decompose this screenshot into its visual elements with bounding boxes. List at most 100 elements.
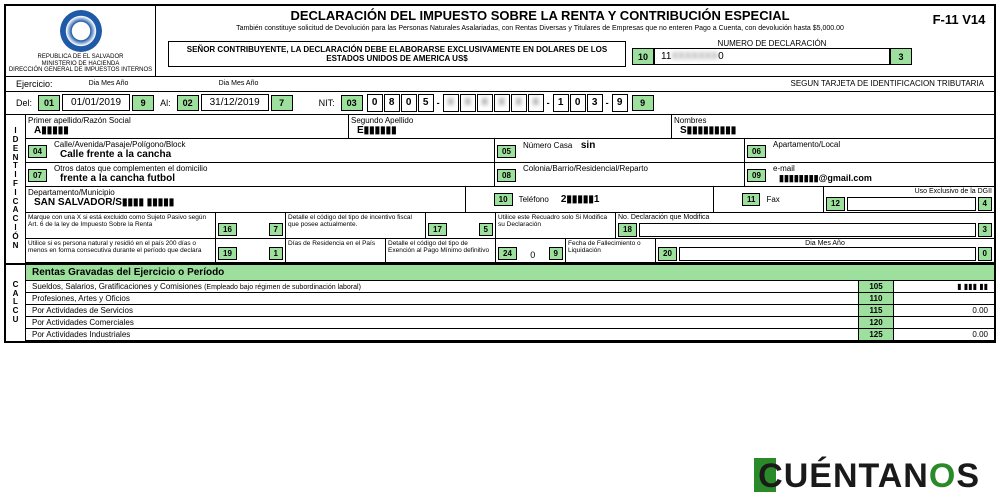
- fl: Otros datos que complementen el domicili…: [54, 164, 492, 173]
- dias-field: Días de Residencia en el País: [286, 239, 386, 262]
- nit-c[interactable]: 0: [367, 94, 383, 112]
- del-val[interactable]: 01/01/2019: [62, 94, 130, 111]
- title-box: DECLARACIÓN DEL IMPUESTO SOBRE LA RENTA …: [156, 6, 924, 76]
- inc-v[interactable]: [894, 293, 994, 304]
- inc-l: Profesiones, Artes y Oficios: [26, 293, 858, 304]
- fl: Uso Exclusivo de la DGII: [826, 188, 992, 195]
- nit-c[interactable]: X: [528, 94, 544, 112]
- inc-v[interactable]: 0.00: [894, 329, 994, 340]
- fl: Colonia/Barrio/Residencial/Reparto: [523, 164, 742, 173]
- options-row-2: Utilice si es persona natural y residió …: [26, 239, 994, 263]
- f16[interactable]: 16 7: [216, 213, 286, 238]
- f20[interactable]: Dia Mes Año 20 0: [656, 239, 994, 262]
- fn: 08: [497, 169, 516, 182]
- nit-c[interactable]: X: [494, 94, 510, 112]
- telefono-field[interactable]: 10 Teléfono 2▮▮▮▮▮1: [466, 187, 714, 212]
- decl-va: 11: [661, 51, 671, 62]
- decl-left-code: 10: [632, 48, 654, 65]
- fn: 11: [742, 193, 760, 206]
- segundo-apellido-field[interactable]: Segundo Apellido E▮▮▮▮▮▮: [349, 115, 672, 138]
- income-row: Sueldos, Salarios, Gratificaciones y Com…: [26, 281, 994, 293]
- departamento-field[interactable]: Departamento/Municipio SAN SALVADOR/S▮▮▮…: [26, 187, 466, 212]
- f17[interactable]: 17 5: [426, 213, 496, 238]
- header: REPUBLICA DE EL SALVADOR MINISTERIO DE H…: [6, 6, 994, 77]
- decl-value: 11 XXXXXXX 0: [654, 48, 890, 65]
- nit-c[interactable]: 5: [418, 94, 434, 112]
- fall-val[interactable]: [679, 247, 976, 261]
- ejercicio-row: Ejercicio: Dia Mes Año Dia Mes Año SEGUN…: [6, 77, 994, 92]
- nit-sep: -: [545, 94, 552, 112]
- apto-field[interactable]: 06 Apartamento/Local: [745, 139, 994, 162]
- fl: Apartamento/Local: [773, 140, 992, 149]
- fn: 19: [218, 247, 237, 260]
- income-row: Por Actividades Industriales 125 0.00: [26, 329, 994, 341]
- colonia-field[interactable]: 08 Colonia/Barrio/Residencial/Reparto: [495, 163, 745, 186]
- inc-v[interactable]: [894, 317, 994, 328]
- cuentanos-logo: CUÉNTANOS: [758, 457, 980, 496]
- al-val[interactable]: 31/12/2019: [201, 94, 269, 111]
- otros-field[interactable]: 07 Otros datos que complementen el domic…: [26, 163, 495, 186]
- fv: 2▮▮▮▮▮1: [555, 194, 600, 205]
- del-num: 01: [38, 95, 60, 111]
- nit-c[interactable]: 1: [553, 94, 569, 112]
- form-title: DECLARACIÓN DEL IMPUESTO SOBRE LA RENTA …: [162, 8, 918, 23]
- email-field[interactable]: 09 e-mail ▮▮▮▮▮▮▮▮@gmail.com: [745, 163, 994, 186]
- rentas-title: Rentas Gravadas del Ejercicio o Período: [26, 265, 994, 281]
- fax-field[interactable]: 11 Fax: [714, 187, 824, 212]
- fn: 16: [218, 223, 237, 236]
- del-sfx: 9: [132, 95, 154, 111]
- fn: 05: [497, 145, 516, 158]
- al-num: 02: [177, 95, 199, 111]
- fl: Calle/Avenida/Pasaje/Polígono/Block: [54, 140, 492, 149]
- income-row: Profesiones, Artes y Oficios 110: [26, 293, 994, 305]
- nit-sep: -: [604, 94, 611, 112]
- fn: 0: [978, 247, 992, 261]
- fl: Teléfono: [519, 195, 549, 204]
- inc-n: 105: [858, 281, 894, 292]
- decl-blur: XXXXXXX: [671, 51, 718, 62]
- inc-v[interactable]: ▮ ▮▮▮ ▮▮: [894, 281, 994, 292]
- nit-c[interactable]: 0: [401, 94, 417, 112]
- calle-field[interactable]: 04 Calle/Avenida/Pasaje/Polígono/Block C…: [26, 139, 495, 162]
- nit-c[interactable]: 9: [612, 94, 628, 112]
- decl-title: NUMERO DE DECLARACIÓN: [632, 39, 912, 48]
- fl: Segundo Apellido: [351, 116, 669, 125]
- dgii-val[interactable]: [847, 197, 976, 211]
- tax-form: REPUBLICA DE EL SALVADOR MINISTERIO DE H…: [4, 4, 996, 343]
- fn: 3: [978, 223, 992, 237]
- inc-v[interactable]: 0.00: [894, 305, 994, 316]
- fn: 07: [28, 169, 47, 182]
- nit-c[interactable]: X: [460, 94, 476, 112]
- nit-c[interactable]: X: [443, 94, 459, 112]
- inc-s: (Empleado bajo régimen de subordinación …: [204, 284, 361, 291]
- numcasa-field[interactable]: 05 Número Casa sin: [495, 139, 745, 162]
- tarjeta-label: SEGUN TARJETA DE IDENTIFICACION TRIBUTAR…: [790, 79, 984, 88]
- form-subtitle: También constituye solicitud de Devoluci…: [162, 25, 918, 33]
- dma-1: Dia Mes Año: [59, 80, 159, 87]
- f24[interactable]: 24 0 9: [496, 239, 566, 262]
- fn: 17: [428, 223, 447, 236]
- inc-l: Sueldos, Salarios, Gratificaciones y Com…: [32, 282, 202, 291]
- mod-val[interactable]: [639, 223, 976, 237]
- nit-c[interactable]: 8: [384, 94, 400, 112]
- fl: Fax: [766, 195, 779, 204]
- nombres-field[interactable]: Nombres S▮▮▮▮▮▮▮▮▮: [672, 115, 994, 138]
- id-side-label: IDENTIFICACIÓN: [6, 115, 26, 263]
- fl: Número Casa: [523, 141, 572, 150]
- nit-num: 03: [341, 95, 363, 111]
- nit-c[interactable]: X: [477, 94, 493, 112]
- primer-apellido-field[interactable]: Primer apellido/Razón Social A▮▮▮▮▮: [26, 115, 349, 138]
- f19[interactable]: 19 1: [216, 239, 286, 262]
- nit-c[interactable]: 0: [570, 94, 586, 112]
- ejercicio-label: Ejercicio:: [16, 79, 53, 89]
- declaration-number-box: NUMERO DE DECLARACIÓN 10 11 XXXXXXX 0 3: [632, 39, 912, 69]
- nit-c[interactable]: 3: [587, 94, 603, 112]
- fv: sin: [575, 140, 595, 151]
- fn: 12: [826, 197, 845, 211]
- currency-notice: SEÑOR CONTRIBUYENTE, LA DECLARACIÓN DEBE…: [168, 41, 626, 67]
- inc-n: 120: [858, 317, 894, 328]
- nit-sep: -: [435, 94, 442, 112]
- nit-grid: 0 8 0 5 - X X X X X X - 1 0 3 - 9: [367, 94, 628, 112]
- nit-c[interactable]: X: [511, 94, 527, 112]
- fn: 24: [498, 247, 517, 260]
